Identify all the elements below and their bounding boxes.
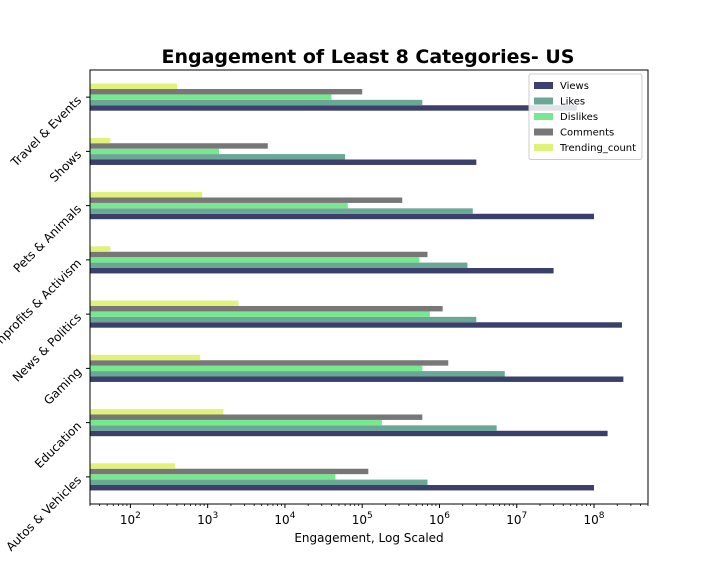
bar-dislikes-news-politics bbox=[90, 311, 430, 317]
bar-trending-count-pets-animals bbox=[90, 192, 203, 198]
bar-dislikes-pets-animals bbox=[90, 202, 348, 209]
legend-label-comments: Comments bbox=[560, 128, 614, 139]
bar-dislikes-nonprofits-activism bbox=[90, 257, 420, 263]
bar-likes-shows bbox=[90, 154, 346, 160]
legend-swatch-trending-count bbox=[534, 144, 553, 151]
x-tick-label: 107 bbox=[506, 511, 527, 527]
x-tick-label: 108 bbox=[583, 511, 604, 527]
bar-comments-pets-animals bbox=[90, 197, 403, 203]
bar-dislikes-shows bbox=[90, 148, 219, 155]
bar-views-gaming bbox=[90, 376, 624, 382]
bar-likes-gaming bbox=[90, 371, 505, 377]
legend-label-trending-count: Trending_count bbox=[559, 143, 636, 154]
x-tick-label: 106 bbox=[429, 511, 450, 527]
bar-views-travel-events bbox=[90, 105, 577, 111]
y-tick-label-gaming: Gaming bbox=[41, 365, 84, 408]
bar-trending-count-autos-vehicles bbox=[90, 463, 176, 469]
bar-dislikes-autos-vehicles bbox=[90, 474, 336, 480]
bar-views-news-politics bbox=[90, 322, 622, 328]
bar-trending-count-nonprofits-activism bbox=[90, 246, 111, 252]
bar-views-autos-vehicles bbox=[90, 485, 594, 491]
bar-comments-gaming bbox=[90, 360, 449, 366]
bar-dislikes-travel-events bbox=[90, 94, 332, 100]
bar-likes-education bbox=[90, 425, 497, 431]
bar-comments-news-politics bbox=[90, 305, 443, 312]
bar-likes-travel-events bbox=[90, 99, 423, 106]
y-tick-label-education: Education bbox=[32, 419, 84, 471]
bar-likes-autos-vehicles bbox=[90, 479, 428, 486]
bar-likes-nonprofits-activism bbox=[90, 262, 468, 269]
bar-comments-nonprofits-activism bbox=[90, 251, 428, 258]
legend-swatch-dislikes bbox=[534, 113, 553, 120]
plot-frame bbox=[89, 69, 649, 505]
legend-label-views: Views bbox=[560, 81, 589, 92]
bars-layer bbox=[90, 83, 624, 491]
bar-views-pets-animals bbox=[90, 213, 594, 220]
legend-label-dislikes: Dislikes bbox=[560, 112, 598, 123]
y-tick-label-autos-vehicles: Autos & Vehicles bbox=[3, 473, 84, 554]
bar-comments-travel-events bbox=[90, 88, 363, 95]
bar-trending-count-shows bbox=[90, 137, 111, 144]
legend: Views Likes Dislikes Comments Trending_count bbox=[528, 73, 643, 160]
chart-title: Engagement of Least 8 Categories- US bbox=[162, 46, 575, 68]
x-tick-label: 102 bbox=[120, 511, 141, 527]
bar-trending-count-education bbox=[90, 409, 224, 415]
bar-trending-count-travel-events bbox=[90, 83, 177, 89]
x-axis-ticks: 102 103 104 105 106 107 108 bbox=[89, 504, 649, 527]
bar-comments-autos-vehicles bbox=[90, 468, 369, 475]
bar-likes-pets-animals bbox=[90, 208, 473, 214]
bar-dislikes-gaming bbox=[90, 365, 423, 372]
legend-label-likes: Likes bbox=[560, 97, 585, 108]
bar-comments-shows bbox=[90, 143, 268, 149]
bar-trending-count-news-politics bbox=[90, 300, 239, 306]
bar-comments-education bbox=[90, 414, 423, 420]
bar-likes-news-politics bbox=[90, 316, 477, 323]
bar-views-shows bbox=[90, 159, 477, 165]
legend-swatch-comments bbox=[534, 128, 553, 136]
bar-views-nonprofits-activism bbox=[90, 268, 554, 274]
y-tick-label-shows: Shows bbox=[47, 148, 84, 185]
legend-swatch-likes bbox=[534, 97, 553, 105]
legend-box bbox=[528, 73, 643, 160]
legend-swatch-views bbox=[534, 82, 553, 89]
x-tick-label: 104 bbox=[274, 511, 295, 527]
x-tick-label: 105 bbox=[352, 511, 373, 527]
x-axis-label: Engagement, Log Scaled bbox=[294, 531, 443, 545]
bar-trending-count-gaming bbox=[90, 354, 201, 361]
x-tick-label: 103 bbox=[197, 511, 218, 527]
bar-dislikes-education bbox=[90, 419, 382, 426]
bar-views-education bbox=[90, 430, 608, 437]
